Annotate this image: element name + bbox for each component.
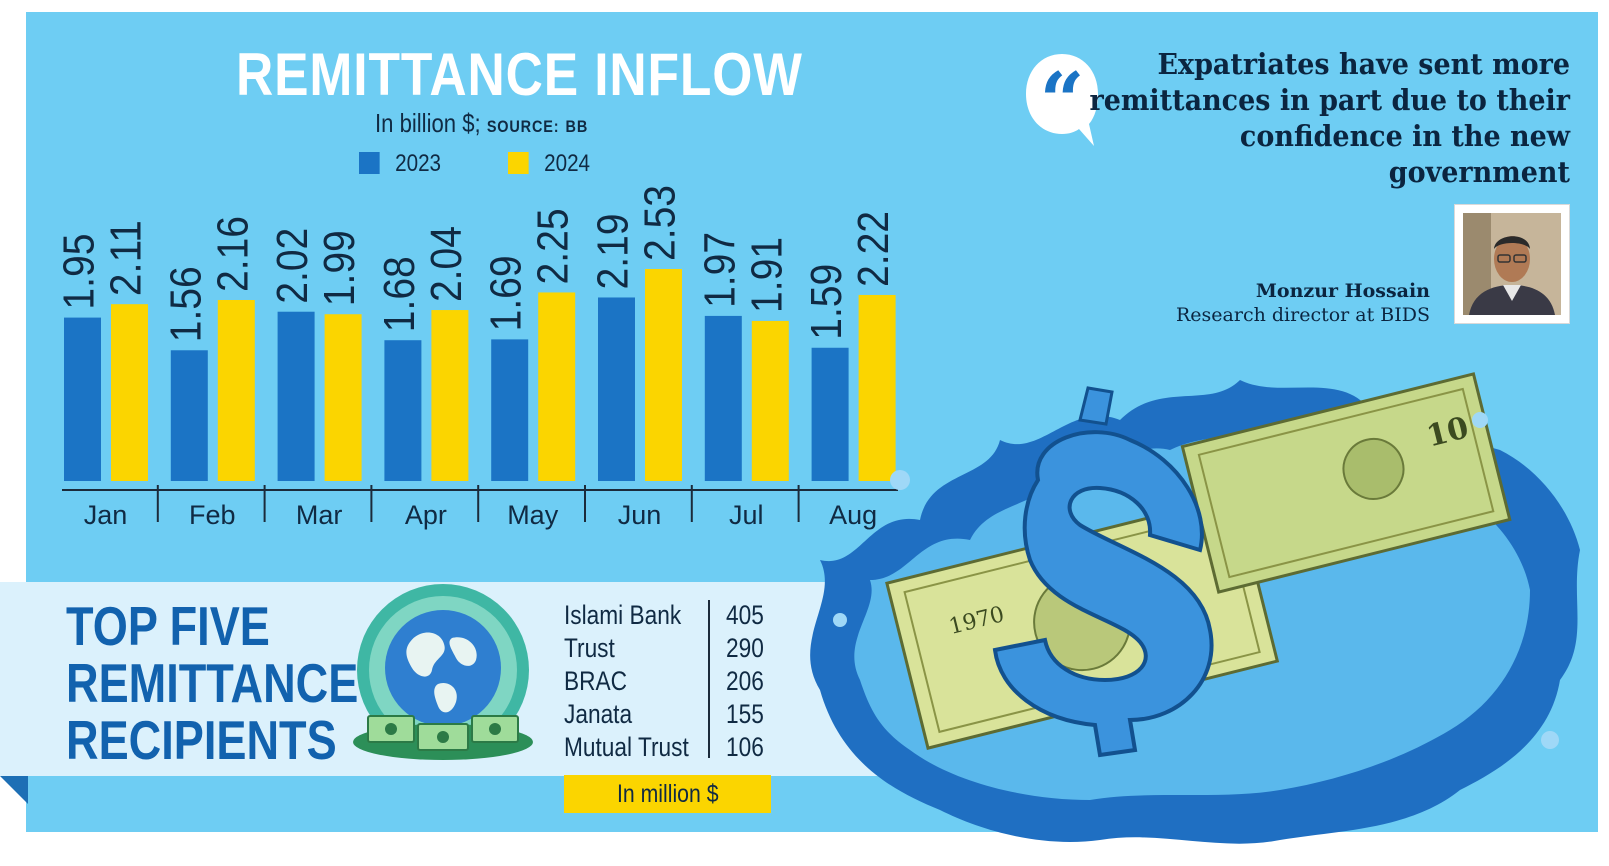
value-label: 1.91 bbox=[742, 237, 791, 313]
unit-note: In million $ bbox=[564, 775, 771, 813]
recipient-name: BRAC bbox=[564, 666, 628, 696]
globe-money-icon bbox=[353, 584, 533, 760]
bar-chart: 1.952.11 Jan 1.562.16 Feb 2.021.99 Mar 1.682.0… bbox=[55, 185, 899, 530]
list-item: Trust 290 bbox=[564, 633, 774, 666]
value-label: 2.53 bbox=[636, 185, 685, 261]
quote-text: Expatriates have sent more remittances i… bbox=[1089, 47, 1570, 189]
value-label: 2.04 bbox=[422, 226, 471, 302]
value-label: 2.22 bbox=[849, 211, 898, 287]
value-label: 1.97 bbox=[695, 232, 744, 308]
tick-label: May bbox=[507, 500, 559, 530]
bar-2024-jan bbox=[111, 304, 148, 481]
bar-2024-apr bbox=[431, 310, 469, 481]
bar-2024-jul bbox=[751, 320, 789, 481]
value-label: 2.25 bbox=[529, 208, 578, 284]
speaker-photo bbox=[1454, 204, 1570, 324]
value-label: 2.11 bbox=[102, 220, 151, 296]
legend-swatch-2024 bbox=[508, 152, 529, 174]
recipient-name: Mutual Trust bbox=[564, 732, 689, 762]
bar-2023-jul bbox=[704, 315, 742, 481]
legend-item-2024: 2024 bbox=[508, 150, 590, 178]
tick-label: Aug bbox=[829, 500, 877, 530]
value-label: 1.95 bbox=[55, 234, 104, 310]
value-label: 1.59 bbox=[802, 264, 851, 340]
recipients-title-line-2: REMITTANCE bbox=[66, 652, 359, 714]
list-item: Janata 155 bbox=[564, 699, 774, 732]
tick-label: Jul bbox=[729, 500, 764, 530]
legend-label-2023: 2023 bbox=[395, 150, 442, 177]
recipient-value: 106 bbox=[726, 732, 764, 762]
list-item: BRAC 206 bbox=[564, 666, 774, 699]
source-value: BB bbox=[565, 117, 589, 136]
unit-label: In billion $; bbox=[375, 108, 481, 138]
legend-swatch-2023 bbox=[359, 152, 380, 174]
value-label: 1.68 bbox=[375, 256, 424, 332]
tick-label: Feb bbox=[189, 500, 236, 530]
bar-2024-mar bbox=[324, 314, 362, 481]
bar-2023-jan bbox=[64, 317, 101, 481]
value-label: 1.69 bbox=[482, 255, 531, 331]
recipients-list: Islami Bank 405 Trust 290 BRAC 206 Janat… bbox=[564, 600, 774, 765]
list-item: Mutual Trust 106 bbox=[564, 732, 774, 765]
source-label: SOURCE: bbox=[486, 117, 560, 136]
money-splash-illustration: 1970 10 bbox=[810, 372, 1580, 844]
bar-2023-apr bbox=[384, 340, 422, 481]
value-label: 1.99 bbox=[315, 230, 364, 306]
bar-2024-jun bbox=[645, 268, 682, 481]
tick-label: Mar bbox=[296, 500, 343, 530]
speaker-title: Research director at BIDS bbox=[1176, 304, 1430, 326]
value-label: 1.56 bbox=[161, 266, 210, 342]
bar-2023-mar bbox=[277, 311, 315, 481]
value-label: 2.16 bbox=[208, 216, 257, 292]
chart-subtitle: In billion $; SOURCE: BB bbox=[375, 108, 588, 139]
recipient-name: Islami Bank bbox=[564, 600, 682, 630]
recipients-title-line-1: TOP FIVE bbox=[66, 595, 270, 657]
unit-note-text: In million $ bbox=[616, 780, 719, 808]
tick-label: Jun bbox=[618, 500, 662, 530]
bar-2024-may bbox=[538, 292, 576, 481]
bar-2024-aug bbox=[858, 294, 896, 481]
tick-label: Apr bbox=[405, 500, 447, 530]
recipient-value: 206 bbox=[726, 666, 764, 696]
recipients-title: TOP FIVE REMITTANCE RECIPIENTS bbox=[66, 598, 358, 769]
list-divider bbox=[708, 600, 710, 758]
bar-2024-feb bbox=[217, 299, 255, 481]
svg-text:“: “ bbox=[1040, 56, 1085, 147]
bar-2023-may bbox=[491, 339, 529, 481]
value-label: 2.02 bbox=[268, 228, 317, 304]
quote-bubble-icon: “ bbox=[1026, 54, 1098, 147]
corner-fold bbox=[0, 776, 28, 804]
speaker-name: Monzur Hossain bbox=[1255, 280, 1430, 302]
recipient-name: Trust bbox=[564, 633, 615, 663]
tick-label: Jan bbox=[84, 500, 128, 530]
recipient-value: 155 bbox=[726, 699, 764, 729]
chart-title: REMITTANCE INFLOW bbox=[236, 41, 803, 108]
recipient-value: 405 bbox=[726, 600, 764, 630]
list-item: Islami Bank 405 bbox=[564, 600, 774, 633]
recipients-title-line-3: RECIPIENTS bbox=[66, 709, 337, 771]
bar-2023-aug bbox=[811, 347, 849, 481]
bar-2023-jun bbox=[598, 297, 635, 481]
portrait-avatar bbox=[1463, 213, 1561, 315]
legend-label-2024: 2024 bbox=[544, 150, 591, 177]
value-label: 2.19 bbox=[589, 213, 638, 289]
recipient-name: Janata bbox=[564, 699, 633, 729]
bar-2023-feb bbox=[170, 350, 208, 481]
recipient-value: 290 bbox=[726, 633, 764, 663]
legend-item-2023: 2023 bbox=[359, 150, 441, 178]
